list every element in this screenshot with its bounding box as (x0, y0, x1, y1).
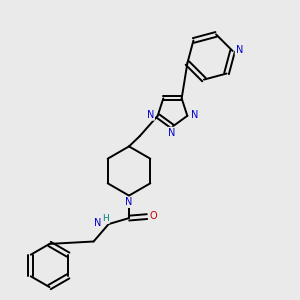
Text: N: N (147, 110, 154, 120)
Text: O: O (150, 211, 158, 221)
Text: N: N (94, 218, 101, 228)
Text: N: N (236, 45, 243, 55)
Text: N: N (125, 197, 133, 207)
Text: N: N (191, 110, 198, 120)
Text: H: H (102, 214, 109, 223)
Text: N: N (168, 128, 175, 138)
